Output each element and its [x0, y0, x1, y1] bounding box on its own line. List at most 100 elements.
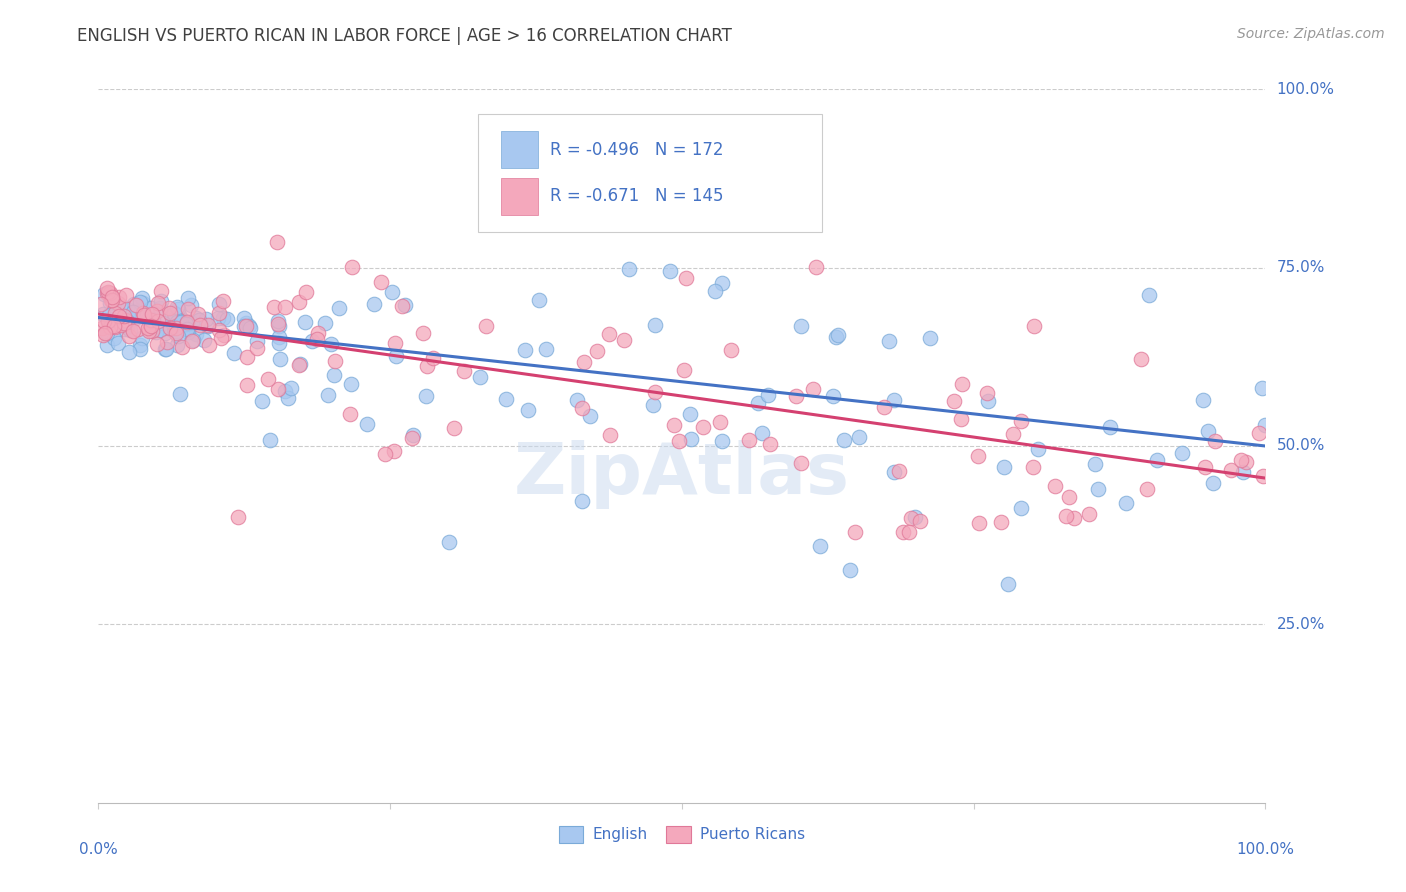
Point [101, 289, 124, 303]
Point [115, 314, 138, 328]
Point [516, 403, 538, 417]
Point [269, 336, 291, 351]
Point [848, 430, 870, 444]
Point [267, 330, 290, 344]
Point [98, 285, 121, 300]
Point [1232, 465, 1254, 479]
Point [107, 336, 129, 351]
Point [165, 320, 187, 334]
Point [1137, 287, 1160, 301]
Point [145, 326, 167, 340]
Point [1028, 442, 1050, 456]
Point [967, 516, 990, 531]
Point [567, 393, 589, 408]
Point [93, 287, 115, 301]
Point [172, 340, 194, 354]
Point [759, 436, 782, 450]
Point [384, 444, 406, 458]
Point [437, 535, 460, 549]
Point [163, 325, 186, 339]
Point [374, 447, 396, 461]
Point [103, 331, 125, 345]
Point [827, 328, 849, 343]
Point [187, 307, 209, 321]
Point [209, 331, 232, 345]
Point [172, 313, 194, 327]
Text: 100.0%: 100.0% [1277, 82, 1334, 96]
Point [180, 316, 202, 330]
Point [212, 293, 235, 308]
Point [1234, 455, 1257, 469]
Point [633, 210, 655, 224]
Point [443, 421, 465, 435]
Point [1247, 426, 1270, 441]
Point [1057, 490, 1080, 504]
Point [232, 318, 254, 333]
Point [193, 333, 215, 347]
Point [93, 314, 115, 328]
Point [181, 334, 204, 348]
Point [97, 315, 120, 329]
Point [141, 307, 163, 321]
Point [1204, 434, 1226, 448]
Text: 25.0%: 25.0% [1277, 617, 1324, 632]
Point [117, 301, 139, 316]
Point [1194, 460, 1216, 475]
Point [402, 428, 425, 442]
Point [177, 323, 200, 337]
Point [307, 326, 329, 340]
Point [273, 300, 295, 314]
Point [599, 427, 621, 442]
Point [235, 316, 257, 330]
Point [997, 577, 1019, 591]
Point [1022, 459, 1045, 474]
Point [90, 297, 112, 311]
Point [149, 323, 172, 337]
Point [263, 301, 285, 315]
Point [115, 320, 138, 334]
Point [617, 261, 640, 276]
Point [97, 285, 120, 299]
Point [197, 319, 219, 334]
Point [1054, 508, 1077, 523]
Point [891, 524, 914, 539]
Point [1230, 452, 1253, 467]
FancyBboxPatch shape [478, 114, 823, 232]
Point [233, 311, 256, 326]
Text: R = -0.496   N = 172: R = -0.496 N = 172 [550, 141, 724, 159]
Point [976, 385, 998, 400]
Point [114, 313, 136, 327]
Point [322, 368, 344, 382]
Point [323, 353, 346, 368]
Point [342, 260, 364, 274]
Point [101, 312, 124, 326]
Point [267, 382, 290, 396]
Point [159, 305, 181, 319]
Point [579, 409, 602, 423]
Point [167, 308, 190, 322]
Point [127, 322, 149, 336]
Point [711, 276, 734, 290]
Point [97, 314, 120, 328]
Point [188, 318, 211, 332]
Point [166, 314, 188, 328]
Point [259, 433, 281, 447]
Point [118, 329, 141, 343]
Point [108, 309, 131, 323]
Point [1253, 469, 1275, 483]
Point [165, 326, 187, 341]
Point [139, 318, 162, 333]
Point [136, 321, 159, 335]
Point [1022, 319, 1045, 334]
Point [156, 321, 179, 335]
FancyBboxPatch shape [501, 178, 538, 215]
Point [949, 412, 972, 426]
Point [170, 315, 193, 329]
Point [207, 311, 229, 326]
Text: 0.0%: 0.0% [79, 842, 118, 856]
Point [751, 425, 773, 440]
Point [166, 338, 188, 352]
Point [679, 407, 702, 421]
Point [967, 449, 990, 463]
Point [117, 345, 139, 359]
